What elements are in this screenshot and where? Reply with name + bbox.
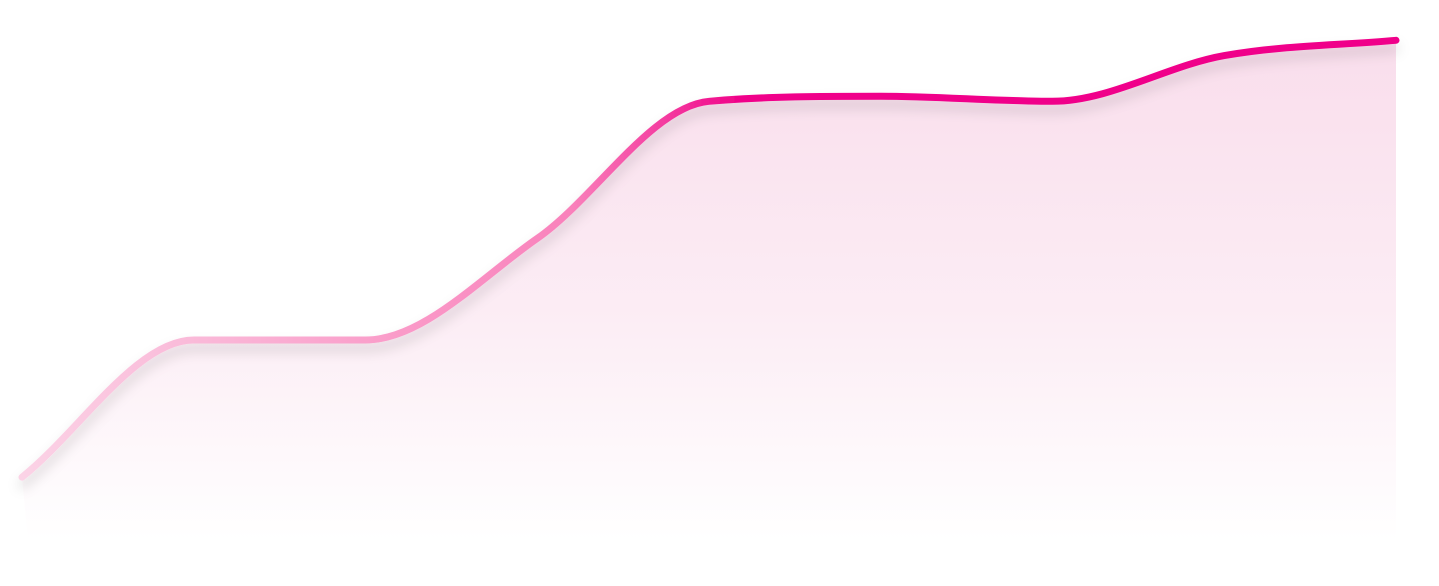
data-point-4 [706, 98, 712, 104]
data-point-0 [19, 474, 25, 480]
data-point-5 [878, 93, 884, 99]
data-point-7 [1221, 53, 1227, 59]
data-point-8 [1393, 37, 1399, 43]
series-line [18, 36, 1400, 481]
data-point-1 [191, 337, 197, 343]
data-point-6 [1050, 98, 1056, 104]
data-point-3 [534, 235, 540, 241]
data-point-2 [363, 337, 369, 343]
area-fill [22, 40, 1396, 541]
